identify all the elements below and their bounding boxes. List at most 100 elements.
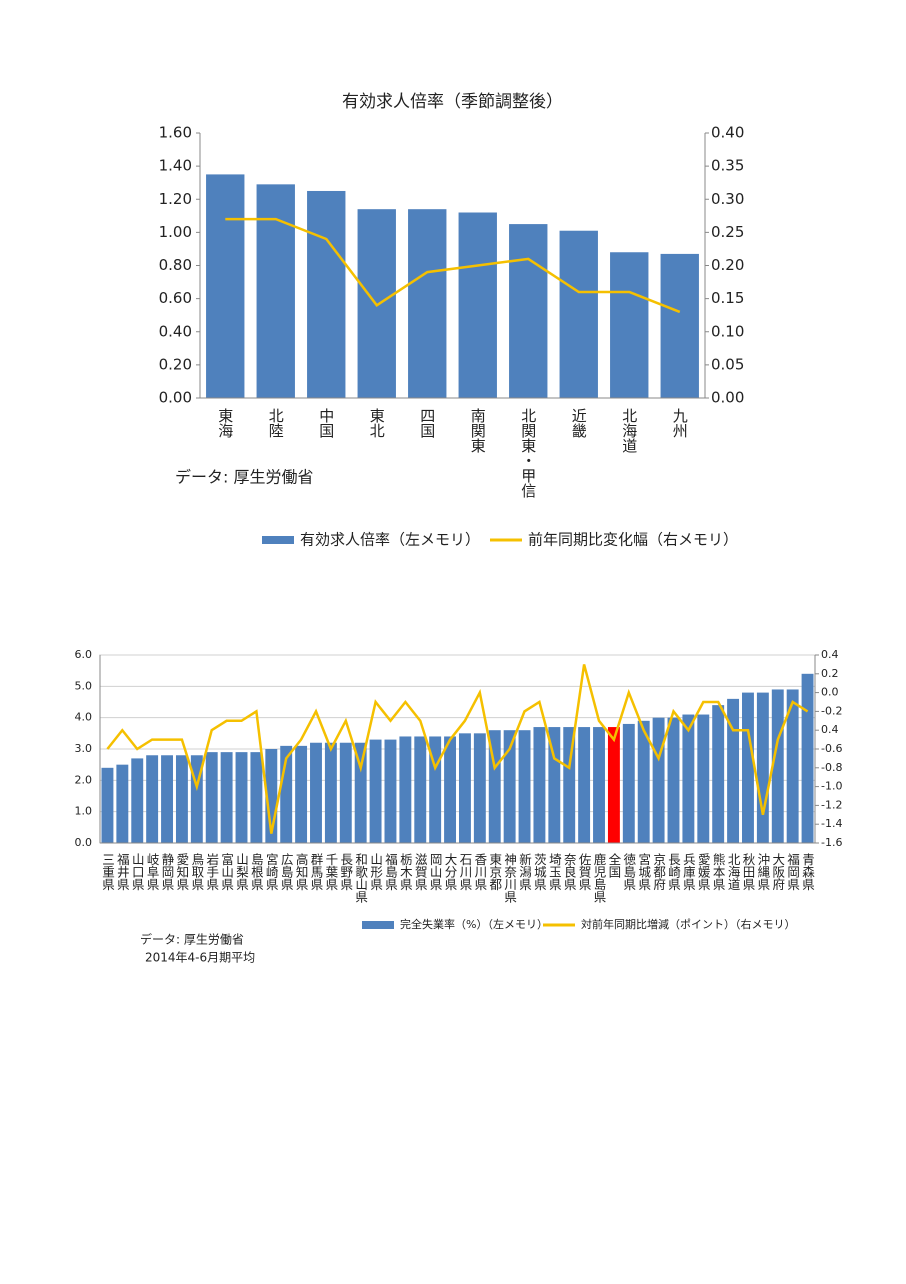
y-tick-label: 5.0 [75,679,93,692]
legend-label: 前年同期比変化幅（右メモリ） [528,531,738,549]
x-tick-label: 群馬県 [308,853,323,891]
x-tick-label: 富山県 [219,852,234,891]
x-tick-label: 栃木県 [398,853,413,891]
x-tick-label: 奈良県 [562,853,577,891]
x-tick-label: 北関東・甲信 [519,408,537,498]
bar [250,752,263,843]
x-tick-label: 京都府 [651,853,666,891]
line-series [225,217,681,314]
bar [697,714,710,843]
x-tick-label: 北陸 [267,408,285,438]
y2-tick-label: 0.10 [711,322,744,340]
bar [622,723,635,843]
bar [667,717,680,843]
bar [190,755,203,843]
bar [235,752,248,843]
y2-tick-label: -1.6 [821,836,842,849]
bar [488,730,501,843]
x-tick-label: 島根県 [249,852,264,891]
bar [399,736,412,843]
bar [533,727,546,843]
annotation: 2014年4-6月期平均 [145,951,255,965]
x-tick-label: 宮崎県 [264,852,279,891]
y2-tick-label: -0.2 [821,704,842,717]
x-tick-label: 高知県 [294,852,309,891]
x-tick-label: 宮城県 [636,852,651,891]
x-tick-label: 北海道 [726,853,741,891]
bar [578,727,591,843]
y2-tick-label: 0.30 [711,190,744,208]
x-tick-label: 沖縄県 [755,853,770,891]
chart-title: 有効求人倍率（季節調整後） [342,92,563,112]
y-tick-label: 1.20 [159,190,192,208]
y-tick-label: 0.20 [159,355,192,373]
x-tick-label: 山口県 [130,853,145,891]
x-tick-label: 神奈川県 [502,853,517,903]
bar [637,720,650,843]
bar [161,755,173,843]
bar [354,742,367,843]
x-tick-label: 秋田県 [740,853,755,891]
y-tick-label: 1.40 [159,157,192,175]
bar [473,733,486,843]
y-tick-label: 1.00 [159,223,192,241]
bar [742,692,754,843]
y2-tick-label: -0.8 [821,761,842,774]
y-tick-label: 0.0 [75,836,93,849]
bar [295,745,308,843]
bar [256,184,295,398]
x-tick-label: 山梨県 [234,853,249,891]
x-tick-label: 大阪府 [770,853,785,891]
y-tick-label: 2.0 [75,773,93,786]
bar [771,689,784,843]
x-tick-label: 愛媛県 [696,853,711,891]
line-series [106,664,809,834]
legend-label: 有効求人倍率（左メモリ） [300,531,480,549]
x-tick-label: 静岡県 [160,853,175,891]
bar [384,739,397,843]
x-tick-label: 中国 [317,408,335,438]
bar [280,745,293,843]
y-tick-label: 0.60 [159,289,192,307]
x-tick-label: 山形県 [368,853,383,891]
x-tick-label: 近畿 [570,408,588,438]
bar [220,752,233,843]
y2-tick-label: 0.40 [711,124,744,142]
x-tick-label: 茨城県 [532,853,547,891]
bar [307,190,346,398]
y-tick-label: 1.0 [75,805,93,818]
x-tick-label: 福島県 [383,852,398,891]
bar [610,252,649,398]
bar [116,764,129,843]
bar [548,727,561,843]
bar [429,736,442,843]
y2-tick-label: 0.00 [711,389,744,407]
x-tick-label: 愛知県 [174,853,189,891]
x-tick-label: 岡山県 [428,853,443,891]
bar [607,727,620,843]
y-tick-label: 1.60 [159,124,192,142]
bar [801,673,814,843]
y-tick-label: 0.40 [159,322,192,340]
x-tick-label: 岩手県 [204,852,219,891]
x-tick-label: 北海道 [620,408,638,453]
bar [408,209,447,398]
y-tick-label: 4.0 [75,711,93,724]
bar [265,749,278,843]
bar [458,212,497,398]
y2-tick-label: 0.20 [711,256,744,274]
y2-tick-label: 0.2 [821,667,839,680]
bar [369,739,382,843]
y-tick-label: 0.80 [159,256,192,274]
x-tick-label: 大分県 [443,853,458,891]
x-tick-label: 福井県 [115,852,130,891]
x-tick-label: 石川県 [457,853,472,891]
bar [559,230,598,398]
legend-label: 完全失業率（%）（左メモリ） [400,917,548,931]
bar [712,705,725,843]
bar [727,698,740,843]
y2-tick-label: 0.4 [821,648,839,661]
bar [509,224,548,398]
bar [205,752,218,843]
